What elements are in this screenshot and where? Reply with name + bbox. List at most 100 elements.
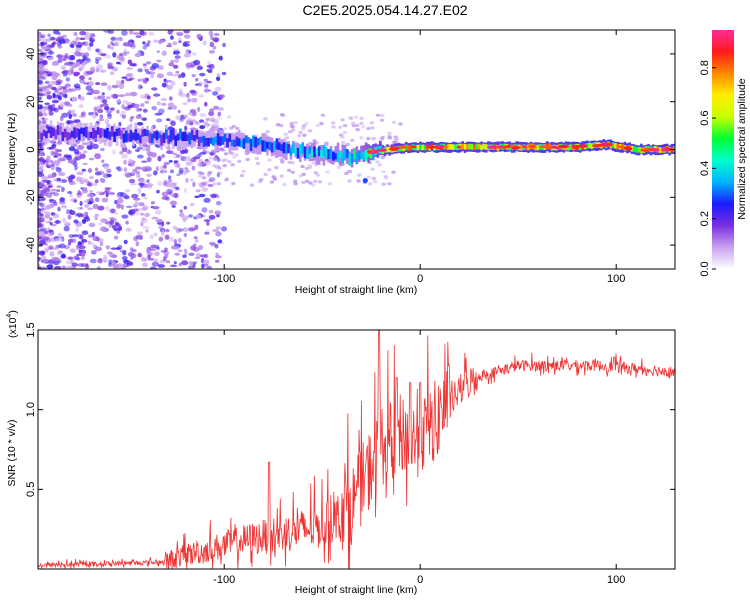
spectrogram-ridge-cell <box>115 128 119 137</box>
spectrogram-noise-cell <box>170 120 176 127</box>
colorbar-tick-label: 0.0 <box>699 261 711 276</box>
spectrogram-noise-cell <box>125 227 132 232</box>
spectrogram-ridge-cell <box>635 147 638 153</box>
spectrogram-noise-cell <box>222 42 226 48</box>
spectrogram-noise-cell <box>313 179 318 183</box>
spectrogram-noise-cell <box>52 213 60 219</box>
spectrogram-noise-cell <box>134 52 142 58</box>
spectrogram-noise-cell <box>48 111 54 116</box>
spectrogram-ridge-cell <box>40 123 43 136</box>
spectrogram-noise-cell <box>43 186 51 192</box>
spectrogram-noise-cell <box>89 258 97 264</box>
spectrogram-noise-cell <box>133 197 141 201</box>
spectrogram-noise-cell <box>375 113 381 117</box>
spectrogram-noise-cell <box>87 207 94 211</box>
spectrogram-noise-cell <box>112 67 119 72</box>
spectrogram-noise-cell <box>38 184 46 188</box>
spectrogram-noise-cell <box>66 70 74 76</box>
spectrogram-ridge-cell <box>66 131 69 141</box>
spectrogram-noise-cell <box>156 73 164 79</box>
spectrogram-noise-cell <box>67 256 74 260</box>
spectrogram-noise-cell <box>203 253 208 259</box>
spectrogram-noise-cell <box>72 181 77 185</box>
spectrogram-ridge-cell <box>334 153 337 160</box>
spectrogram-noise-cell <box>114 212 118 216</box>
spectrogram-noise-cell <box>182 227 189 233</box>
spectrogram-noise-cell <box>51 86 57 91</box>
spectrogram-ridge-cell <box>125 130 128 143</box>
spectrogram-noise-cell <box>203 78 208 82</box>
spectrogram-noise-cell <box>194 256 201 260</box>
spectrogram-noise-cell <box>144 68 149 72</box>
spectrogram-ridge <box>38 120 675 184</box>
spectrogram-noise-cell <box>48 259 55 265</box>
spectrogram-ridge-cell <box>282 142 286 154</box>
spectrogram-noise-cell <box>183 81 187 87</box>
spectrogram-noise-cell <box>172 41 178 46</box>
spectrogram-noise-cell <box>184 52 191 58</box>
spectrogram-noise-cell <box>38 266 41 269</box>
spectrogram-noise-cell <box>38 189 42 195</box>
spectrogram-noise-cell <box>178 262 182 267</box>
spectrogram-noise-cell <box>178 88 184 93</box>
spectrogram-noise-cell <box>115 247 122 250</box>
spectrogram-noise-cell <box>100 147 105 152</box>
spectrogram-noise-cell <box>116 198 124 204</box>
spectrogram-noise-cell <box>346 169 351 174</box>
spectrogram-noise-cell <box>232 155 237 159</box>
spectrogram-noise-cell <box>207 183 214 188</box>
spectrogram-noise-cell <box>116 61 121 65</box>
spectrogram-noise-cell <box>52 92 56 99</box>
spectrogram-noise-cell <box>38 74 41 81</box>
spectrogram-noise-cell <box>101 95 105 99</box>
spectrogram-noise-cell <box>62 73 68 77</box>
spectrogram-ridge-cell <box>484 144 488 150</box>
spectrogram-noise-cell <box>210 194 217 199</box>
spectrogram-noise-cell <box>218 94 225 98</box>
spectrogram-ridge-cell <box>190 133 194 149</box>
spectrogram-ridge-cell <box>78 128 81 141</box>
spectrogram-noise-cell <box>129 172 136 177</box>
spectrogram-noise-cell <box>207 171 213 175</box>
spectrogram-noise-cell <box>148 31 155 36</box>
spectrogram-noise-cell <box>254 156 259 161</box>
spectrogram-noise-cell <box>178 74 182 79</box>
spectrogram-noise-cell <box>46 189 53 194</box>
spectrogram-noise-cell <box>38 217 43 223</box>
spectrogram-noise-cell <box>211 123 215 127</box>
spectrogram-noise-cell <box>48 185 53 188</box>
spectrogram-noise-cell <box>87 168 92 173</box>
spectrogram-noise-cell <box>76 61 81 67</box>
spectrogram-noise-cell <box>95 191 103 194</box>
spectrogram-noise-cell <box>154 112 162 116</box>
spectrogram-ridge-cell <box>480 144 483 151</box>
spectrogram-noise-cell <box>46 95 53 100</box>
spectrogram-ridge-cell <box>200 136 203 143</box>
spectrogram-noise-cell <box>52 247 60 250</box>
spectrogram-ridge-cell <box>348 153 352 165</box>
spectrogram-noise-cell <box>73 157 78 162</box>
spectrogram-noise-cell <box>38 31 42 36</box>
spectrogram-noise-cell <box>123 159 127 165</box>
spectrogram-ridge-cell <box>294 148 297 155</box>
spectrogram-noise-cell <box>43 87 50 94</box>
spectrogram-noise-cell <box>72 234 79 238</box>
spectrogram-noise-cell <box>161 154 165 158</box>
spectrogram-noise-cell <box>76 194 82 199</box>
spectrogram-noise-cell <box>231 182 236 186</box>
spectrogram-noise-cell <box>155 166 160 172</box>
chart-title: C2E5.2025.054.14.27.E02 <box>302 2 467 18</box>
spectrogram-noise-cell <box>65 260 73 265</box>
spectrogram-noise-cell <box>148 252 154 256</box>
spectrogram-noise-cell <box>95 82 101 86</box>
spectrogram-noise-cell <box>122 51 127 56</box>
spectrogram-ridge-cell <box>162 133 166 143</box>
spectrogram-noise <box>38 30 403 269</box>
spectrogram-noise-cell <box>140 51 145 57</box>
spectrogram-noise-cell <box>38 116 42 121</box>
spectrogram-noise-cell <box>208 241 216 246</box>
spectrogram-ridge-cell <box>155 130 159 141</box>
spectrogram-ridge-cell <box>160 134 163 146</box>
spectrogram-noise-cell <box>56 189 61 192</box>
spectrogram-noise-cell <box>135 149 140 152</box>
